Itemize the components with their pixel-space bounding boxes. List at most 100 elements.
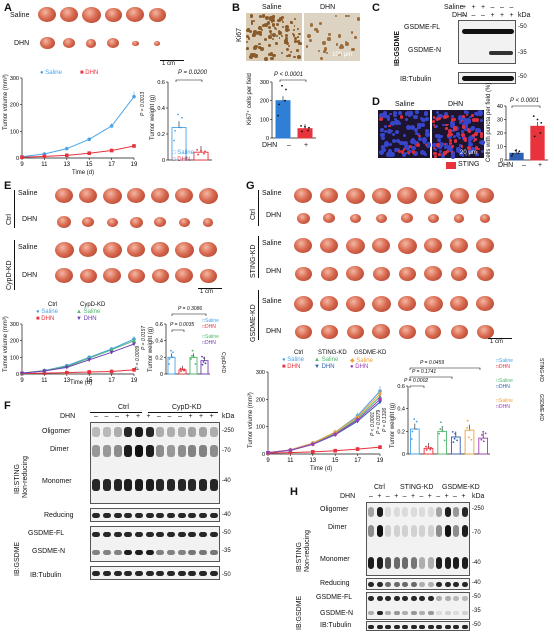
blot-band [419,525,426,537]
cell-dot [467,130,471,134]
data-dot [277,114,279,117]
f-kda-7: -50 [222,572,231,578]
data-dot [415,420,418,423]
cell-dot [296,40,300,43]
g-leg-2-text: Saline [321,357,339,363]
cell-dot [451,150,454,153]
blot-band [453,625,460,629]
cell-dot [350,31,354,34]
x-tick-label: 15 [86,162,93,168]
b-ihc-saline [246,13,303,61]
tumor [398,324,416,339]
blot-band [177,571,186,576]
data-dot [177,113,179,116]
e-scalebar-label: 1 cm [200,289,214,295]
cell-dot [445,127,449,131]
d-if-saline [378,110,432,158]
d-col-dhn: DHN [448,101,464,108]
x-tick-label: 19 [131,378,138,384]
data-point [355,414,360,420]
lane-sign: + [411,493,416,500]
a-row-saline: Saline [10,12,30,19]
y-tick-label: 0 [500,158,503,164]
blot-band [166,550,176,555]
cell-dot [435,124,439,129]
tumor [371,187,391,204]
e-bracket-ctrl [14,190,15,228]
x-tick-label: 15 [86,378,93,384]
bar [437,430,447,455]
tumor [294,238,312,254]
f-label-tub: IB:Tubulin [30,572,62,579]
tumor [398,266,416,281]
data-dot [202,361,205,363]
significance-bracket [409,385,425,388]
a-legend-saline-text: Saline [45,70,62,76]
data-point [109,148,114,153]
y-tick-label: 10 [497,145,503,151]
blot-band [410,625,417,629]
tumor [79,268,97,283]
cell-dot [395,138,401,144]
blot-band [376,611,383,615]
h-label-tub: IB:Tubulin [320,622,352,629]
cell-dot [455,126,458,129]
blot-band [419,557,426,569]
b-scalebar-label: 100 μm [332,52,353,58]
blot-band [156,479,165,491]
data-dot [439,428,442,430]
tumor [131,40,139,47]
blot-band [385,507,392,517]
tumor [54,241,74,258]
g-wt-leg-4: □DHN [496,384,510,390]
cell-dot [399,115,404,119]
blot-band [102,479,112,491]
data-dot [533,135,536,138]
cell-dot [250,20,254,24]
tumor [320,296,338,312]
g-leg-ctrl: Ctrl [294,350,304,356]
f-kda-5: -50 [222,530,231,536]
data-dot [301,130,303,133]
g-bracket-1 [258,190,259,226]
cell-dot [407,148,410,151]
e-scalebar [198,288,222,289]
cell-dot [422,137,428,143]
cell-dot [340,45,345,50]
tumor [450,296,468,312]
y-tick-label: 100 [260,117,269,123]
cell-dot [400,150,404,154]
significance-bracket [409,376,453,379]
lane-sign: – [369,493,373,500]
panel-h-label: H [290,486,298,498]
blot-band [453,557,460,569]
data-dot [181,368,184,370]
blot-band [209,427,218,437]
cell-dot [450,120,455,126]
lane-sign: + [471,4,476,11]
g-wt-leg-1: □Saline [496,358,513,364]
blot-band [166,445,176,457]
data-point [109,347,114,352]
tumor [79,242,97,258]
series-line [21,340,135,374]
cell-dot [444,112,449,117]
h-label-oligomer: Oligomer [320,506,349,513]
g-group-sting: STING-KD [250,244,257,278]
lane-sign: + [146,413,151,420]
cell-dot [337,34,342,38]
cell-dot [278,30,281,33]
cell-dot [414,132,418,136]
cell-dot [277,18,281,23]
cell-dot [411,146,416,151]
cell-dot [467,142,473,148]
data-dot [203,357,205,359]
h-kda-2: -70 [472,530,481,536]
data-point [132,144,136,148]
blot-band [385,582,392,587]
tumor [451,267,467,281]
x-tick-label: 11 [41,162,48,168]
cell-dot [408,111,414,116]
cell-dot [378,150,384,156]
cell-dot [472,134,476,137]
